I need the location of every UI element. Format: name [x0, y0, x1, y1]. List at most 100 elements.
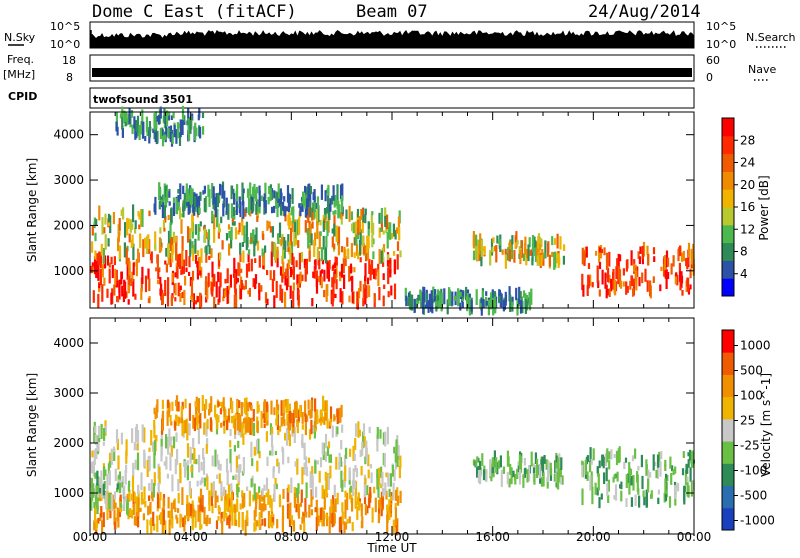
range-gate-cell: [147, 234, 150, 249]
range-gate-cell: [159, 127, 162, 140]
range-gate-cell: [339, 271, 342, 282]
range-gate-cell: [199, 292, 202, 309]
range-gate-cell: [417, 299, 420, 304]
range-gate-cell: [504, 248, 507, 255]
range-gate-cell: [190, 295, 193, 300]
range-gate-cell: [328, 260, 331, 270]
range-gate-cell: [148, 483, 151, 491]
range-gate-cell: [271, 517, 274, 523]
range-gate-cell: [203, 198, 206, 212]
range-gate-cell: [189, 228, 192, 246]
range-gate-cell: [256, 211, 259, 222]
range-gate-cell: [136, 437, 139, 451]
range-gate-cell: [145, 116, 148, 133]
range-gate-cell: [159, 276, 162, 285]
range-gate-cell: [233, 272, 236, 289]
range-gate-cell: [542, 472, 545, 487]
range-gate-cell: [285, 404, 288, 414]
range-gate-cell: [662, 258, 666, 277]
range-gate-cell: [195, 459, 198, 465]
range-gate-cell: [260, 285, 263, 292]
range-gate-cell: [260, 503, 263, 518]
range-gate-cell: [616, 258, 619, 274]
range-gate-cell: [443, 288, 446, 305]
range-gate-cell: [350, 243, 353, 257]
range-gate-cell: [215, 520, 219, 530]
range-gate-cell: [525, 249, 529, 259]
range-gate-cell: [200, 524, 203, 529]
range-gate-cell: [213, 197, 216, 211]
colorbar-tick-label: -500: [740, 489, 767, 503]
range-gate-cell: [299, 405, 302, 418]
range-gate-cell: [393, 283, 397, 300]
range-gate-cell: [672, 255, 675, 267]
range-gate-cell: [208, 517, 211, 524]
range-gate-cell: [377, 269, 380, 287]
range-gate-cell: [248, 287, 251, 297]
range-gate-cell: [245, 221, 248, 236]
noise-sky-trace: [90, 30, 694, 48]
range-gate-cell: [96, 485, 99, 496]
range-gate-cell: [119, 494, 122, 502]
range-gate-cell: [283, 252, 286, 259]
range-gate-cell: [554, 460, 557, 474]
range-gate-cell: [95, 519, 98, 531]
range-gate-cell: [358, 429, 361, 437]
range-gate-cell: [649, 280, 652, 297]
range-gate-cell: [331, 228, 334, 234]
colorbar-tick-label: -25: [740, 439, 760, 453]
range-gate-cell: [336, 199, 339, 209]
range-gate-cell: [95, 454, 98, 460]
colorbar-swatch: [722, 374, 734, 398]
range-gate-cell: [359, 449, 362, 457]
range-gate-cell: [667, 272, 670, 280]
range-gate-cell: [329, 465, 332, 479]
range-gate-cell: [311, 494, 314, 500]
range-gate-cell: [341, 291, 344, 305]
range-gate-cell: [657, 497, 660, 505]
range-gate-cell: [238, 454, 241, 460]
range-gate-cell: [241, 513, 244, 531]
range-gate-cell: [300, 439, 304, 446]
range-gate-cell: [431, 298, 434, 314]
range-gate-cell: [361, 516, 364, 529]
range-gate-cell: [367, 235, 370, 248]
range-gate-cell: [128, 233, 131, 243]
range-gate-cell: [146, 519, 149, 534]
range-gate-cell: [324, 412, 327, 421]
range-gate-cell: [332, 210, 335, 215]
range-gate-cell: [126, 502, 129, 510]
range-gate-cell: [206, 438, 209, 447]
velocity-colorbar-label: Velocity [m s^-1]: [759, 373, 773, 477]
range-gate-cell: [142, 498, 145, 505]
range-gate-cell: [276, 202, 279, 218]
range-gate-cell: [161, 508, 164, 517]
range-gate-cell: [234, 504, 237, 513]
range-gate-cell: [304, 205, 307, 218]
range-gate-cell: [91, 450, 94, 458]
range-gate-cell: [208, 245, 211, 255]
range-gate-cell: [97, 517, 100, 524]
range-gate-cell: [287, 484, 290, 493]
range-gate-cell: [674, 466, 677, 474]
x-tick-label: 16:00: [475, 530, 510, 544]
range-gate-cell: [171, 244, 174, 255]
range-gate-cell: [287, 421, 290, 430]
range-gate-cell: [594, 482, 597, 495]
range-gate-cell: [127, 285, 131, 294]
range-gate-cell: [281, 505, 285, 521]
range-gate-cell: [199, 191, 202, 201]
range-gate-cell: [108, 262, 111, 268]
range-gate-cell: [268, 185, 271, 195]
range-gate-cell: [309, 479, 312, 488]
range-gate-cell: [142, 513, 145, 521]
range-gate-cell: [518, 469, 522, 485]
range-gate-cell: [562, 255, 565, 265]
range-gate-cell: [311, 221, 314, 229]
range-gate-cell: [224, 288, 227, 296]
range-gate-cell: [545, 459, 548, 470]
colorbar-tick-label: 20: [740, 178, 755, 192]
range-gate-cell: [516, 240, 519, 245]
range-gate-cell: [207, 229, 211, 240]
range-gate-cell: [123, 242, 126, 258]
